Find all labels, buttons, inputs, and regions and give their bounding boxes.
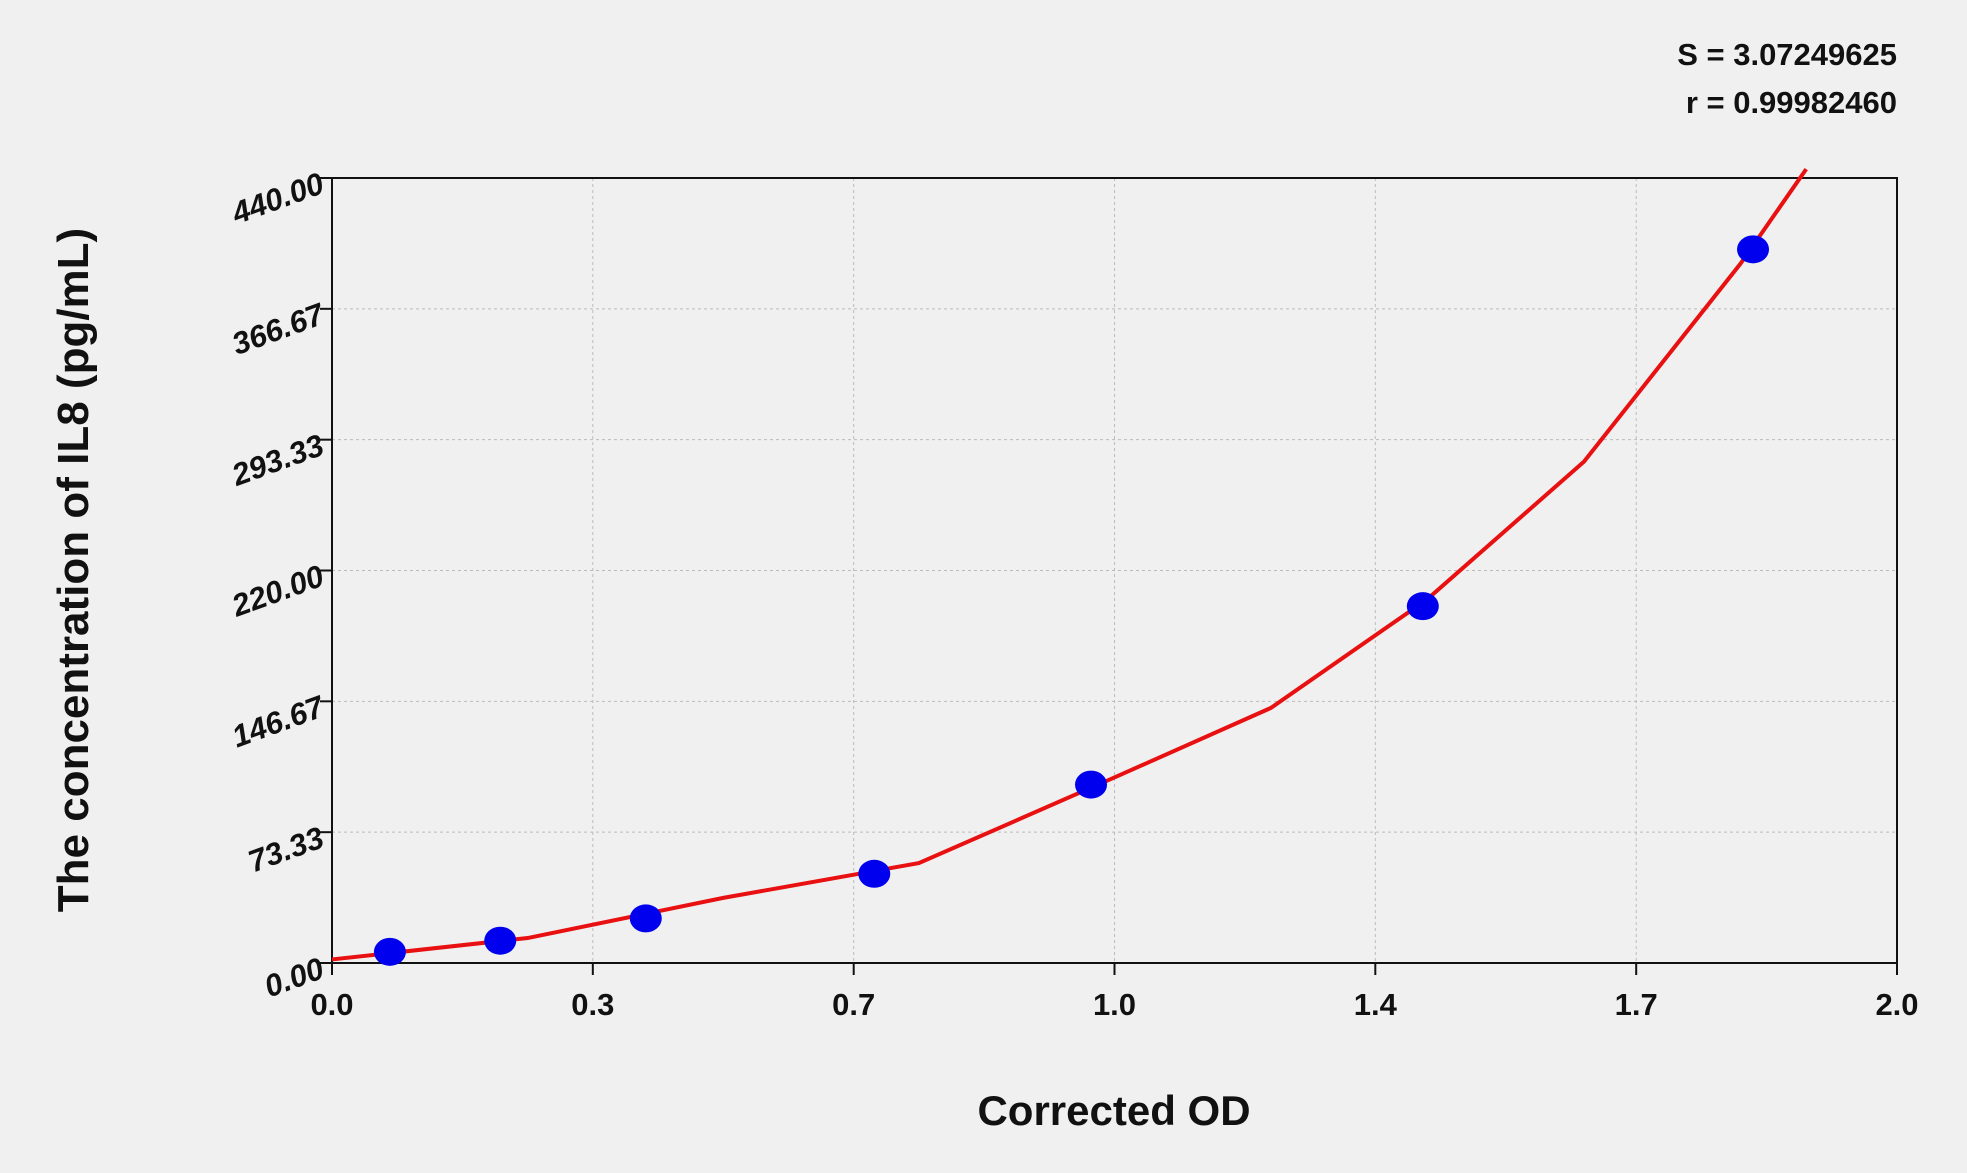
data-point [373,937,406,966]
data-point [1406,592,1439,621]
data-point [484,926,517,955]
x-tick-label: 0.0 [310,987,353,1022]
data-point [1075,770,1108,799]
data-point [858,859,891,888]
data-point [1737,235,1770,264]
annotation-s: S = 3.07249625 [1677,37,1897,72]
data-point [629,904,662,933]
annotation-r: r = 0.99982460 [1686,85,1897,120]
y-axis-label: The concentration of IL8 (pg/mL) [49,228,98,912]
x-tick-label: 0.7 [832,987,875,1022]
x-axis-label: Corrected OD [977,1087,1250,1134]
x-tick-label: 1.4 [1354,987,1398,1022]
x-tick-label: 1.7 [1615,987,1658,1022]
x-tick-label: 2.0 [1875,987,1918,1022]
x-tick-label: 0.3 [571,987,614,1022]
x-tick-label: 1.0 [1093,987,1136,1022]
fit-curve [331,167,1808,962]
plot-frame [331,177,1898,964]
